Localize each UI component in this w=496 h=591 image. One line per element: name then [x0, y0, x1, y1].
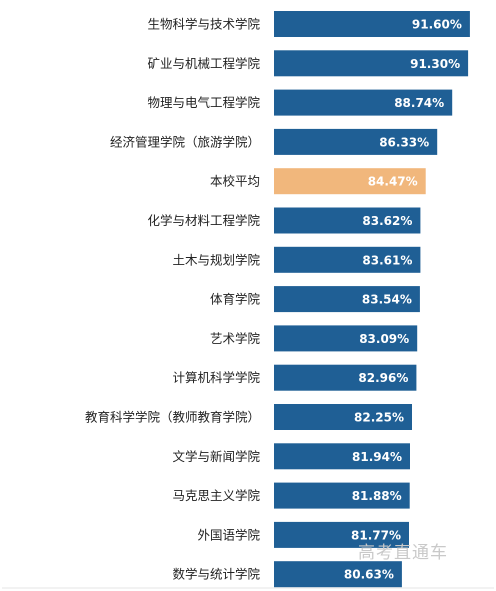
category-label-7: 体育学院 — [210, 292, 261, 307]
category-label-10: 教育科学学院（教师教育学院） — [85, 410, 260, 425]
value-label-0: 91.60% — [412, 18, 462, 32]
value-label-2: 88.74% — [394, 96, 444, 110]
value-label-13: 81.77% — [351, 528, 401, 542]
category-label-4: 本校平均 — [210, 174, 260, 189]
value-label-6: 83.61% — [362, 253, 412, 267]
value-label-3: 86.33% — [379, 135, 429, 149]
category-label-13: 外国语学院 — [197, 527, 260, 542]
value-label-5: 83.62% — [362, 214, 412, 228]
category-label-6: 土木与规划学院 — [172, 252, 260, 267]
bar-1 — [274, 50, 469, 77]
value-label-11: 81.94% — [352, 450, 402, 464]
category-label-2: 物理与电气工程学院 — [147, 95, 260, 110]
category-label-9: 计算机科学学院 — [172, 370, 260, 385]
bar-9 — [274, 364, 417, 391]
value-label-4: 84.47% — [368, 175, 418, 189]
value-label-9: 82.96% — [358, 371, 408, 385]
category-label-5: 化学与材料工程学院 — [147, 213, 260, 228]
category-label-1: 矿业与机械工程学院 — [147, 56, 260, 71]
bar-6 — [274, 246, 421, 273]
category-label-3: 经济管理学院（旅游学院） — [110, 134, 260, 149]
bar-4 — [274, 168, 426, 195]
bar-14 — [274, 561, 402, 588]
bar-10 — [274, 404, 412, 430]
category-label-8: 艺术学院 — [210, 331, 261, 346]
bars-group: 生物科学与技术学院 91.60% 矿业与机械工程学院 91.30% 物理与电气工程学院 8… — [85, 11, 470, 588]
value-label-14: 80.63% — [344, 568, 394, 582]
bar-11 — [274, 443, 410, 470]
value-label-10: 82.25% — [354, 411, 404, 425]
category-label-14: 数学与统计学院 — [172, 567, 260, 582]
category-label-0: 生物科学与技术学院 — [147, 17, 260, 32]
value-label-7: 83.54% — [362, 293, 412, 307]
category-label-12: 马克思主义学院 — [172, 488, 260, 503]
bar-8 — [274, 325, 418, 352]
bar-12 — [274, 482, 410, 509]
value-label-1: 91.30% — [410, 57, 460, 71]
bar-7 — [274, 286, 420, 313]
value-label-8: 83.09% — [359, 332, 409, 346]
bar-5 — [274, 207, 421, 234]
bar-0 — [274, 11, 470, 37]
bar-3 — [274, 128, 438, 155]
category-label-11: 文学与新闻学院 — [172, 449, 260, 464]
bar-2 — [274, 89, 453, 116]
watermark-text: 高考直通车 — [358, 543, 448, 563]
bar-13 — [274, 521, 409, 548]
value-label-12: 81.88% — [352, 489, 402, 503]
